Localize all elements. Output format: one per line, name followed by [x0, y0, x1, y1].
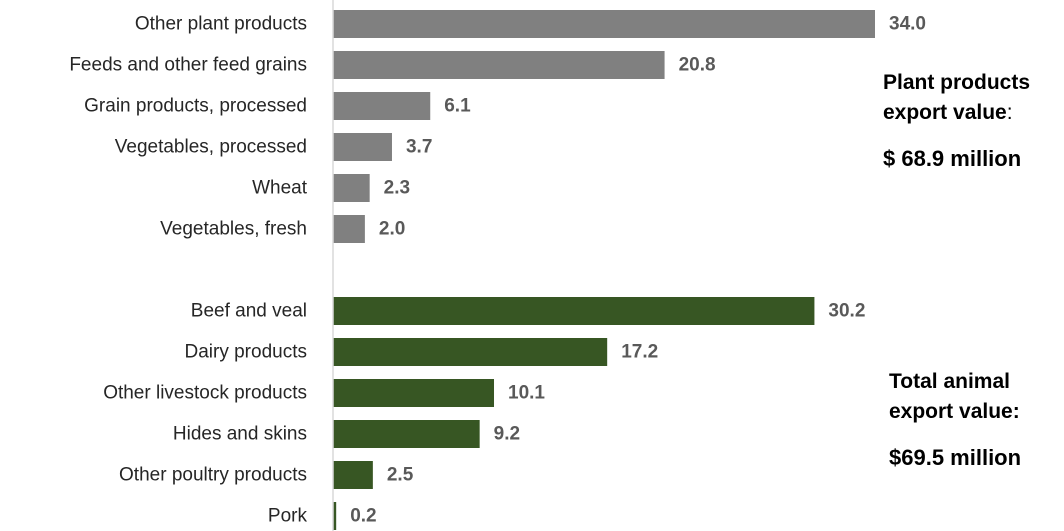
- plant-note-title: Plant products: [883, 71, 1031, 94]
- bar-dairy-products: [333, 338, 608, 366]
- bar-wheat: [333, 174, 370, 202]
- category-label-wheat: Wheat: [252, 178, 308, 199]
- value-label-beef-and-veal: 30.2: [828, 301, 865, 322]
- plant-note-subtitle: export value:: [883, 98, 1030, 128]
- bar-other-plant-products: [333, 10, 875, 38]
- value-label-other-livestock-products: 10.1: [508, 383, 545, 404]
- bar-hides-and-skins: [333, 420, 480, 448]
- plant-note-subtitle-colon: :: [1006, 101, 1013, 124]
- category-label-dairy-products: Dairy products: [185, 342, 308, 363]
- plant-note-amount: $ 68.9 million: [883, 146, 1022, 171]
- bar-feeds-and-other-feed-grains: [333, 51, 665, 79]
- value-label-wheat: 2.3: [384, 178, 410, 199]
- bar-vegetables-processed: [333, 133, 392, 161]
- animal-note-subtitle: export value:: [889, 400, 1020, 423]
- value-label-other-plant-products: 34.0: [889, 14, 926, 35]
- value-label-vegetables-fresh: 2.0: [379, 219, 405, 240]
- plant-note-subtitle-bold: export value: [883, 101, 1007, 124]
- bar-other-livestock-products: [333, 379, 495, 407]
- plant-products-annotation: Plant products export value: $ 68.9 mill…: [883, 68, 1030, 174]
- value-label-feeds-and-other-feed-grains: 20.8: [679, 55, 716, 76]
- category-label-other-livestock-products: Other livestock products: [103, 383, 307, 404]
- value-label-other-poultry-products: 2.5: [387, 465, 414, 486]
- bar-vegetables-fresh: [333, 215, 365, 243]
- value-label-dairy-products: 17.2: [621, 342, 658, 363]
- value-label-vegetables-processed: 3.7: [406, 137, 432, 158]
- animal-products-annotation: Total animal export value: $69.5 million: [889, 367, 1021, 473]
- category-label-beef-and-veal: Beef and veal: [191, 301, 307, 322]
- bar-grain-products-processed: [333, 92, 431, 120]
- bars-group: Other plant products 34.0 Feeds and other …: [69, 10, 926, 530]
- category-label-vegetables-fresh: Vegetables, fresh: [160, 219, 307, 240]
- animal-note-title: Total animal: [889, 370, 1010, 393]
- category-label-grain-products-processed: Grain products, processed: [84, 96, 307, 117]
- value-label-hides-and-skins: 9.2: [494, 424, 520, 445]
- category-label-hides-and-skins: Hides and skins: [173, 424, 307, 445]
- bar-other-poultry-products: [333, 461, 373, 489]
- category-label-other-poultry-products: Other poultry products: [119, 465, 307, 486]
- bar-pork: [333, 502, 337, 530]
- category-label-feeds-and-other-feed-grains: Feeds and other feed grains: [69, 55, 307, 76]
- animal-note-amount: $69.5 million: [889, 445, 1022, 470]
- category-label-other-plant-products: Other plant products: [135, 14, 307, 35]
- category-label-vegetables-processed: Vegetables, processed: [115, 137, 307, 158]
- bar-beef-and-veal: [333, 297, 815, 325]
- category-label-pork: Pork: [268, 506, 308, 527]
- value-label-grain-products-processed: 6.1: [444, 96, 471, 117]
- value-label-pork: 0.2: [350, 506, 376, 527]
